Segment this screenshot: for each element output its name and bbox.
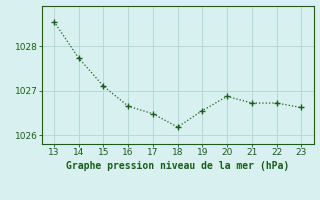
X-axis label: Graphe pression niveau de la mer (hPa): Graphe pression niveau de la mer (hPa) (66, 161, 289, 171)
